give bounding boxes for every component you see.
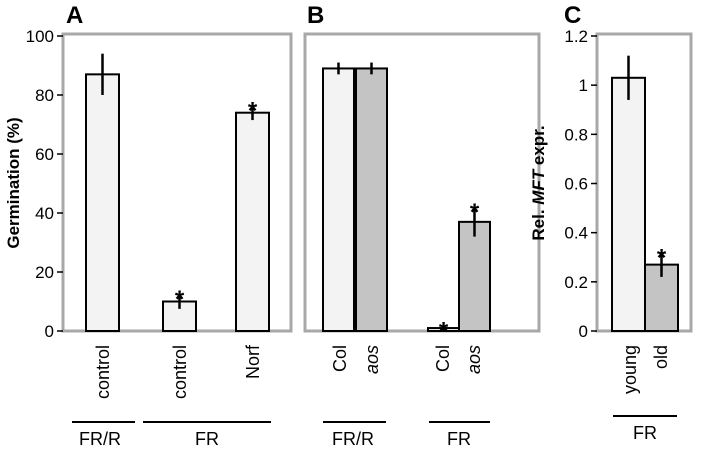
bar bbox=[611, 76, 646, 332]
y-tick-label: 0 bbox=[45, 322, 54, 341]
group-label: FR bbox=[633, 423, 657, 443]
y-tick-label: 0.2 bbox=[564, 273, 588, 292]
bar bbox=[85, 73, 120, 332]
significance-star: * bbox=[439, 318, 449, 345]
y-tick-label: 0.4 bbox=[564, 224, 588, 243]
y-tick-label: 1 bbox=[579, 76, 588, 95]
y-tick-label: 40 bbox=[35, 204, 54, 223]
panel-a: A Germination (%) 0 20 40 60 80 100 control * c… bbox=[4, 2, 293, 449]
category-label: Col bbox=[433, 345, 453, 372]
bar bbox=[355, 67, 388, 332]
panel-b-letter: B bbox=[307, 2, 324, 29]
group-label: FR/R bbox=[332, 429, 374, 449]
significance-star: * bbox=[175, 286, 185, 313]
significance-star: * bbox=[470, 199, 480, 226]
significance-star: * bbox=[248, 97, 258, 124]
category-label: old bbox=[651, 345, 671, 369]
panel-c-letter: C bbox=[564, 2, 581, 29]
y-tick-label: 100 bbox=[26, 27, 54, 46]
y-tick-label: 0 bbox=[579, 322, 588, 341]
panel-b-frame bbox=[303, 32, 541, 333]
category-label: Col bbox=[330, 345, 350, 372]
category-label: aos bbox=[362, 345, 382, 374]
group-label: FR/R bbox=[79, 429, 121, 449]
bar bbox=[322, 67, 355, 332]
panel-a-y-axis-label: Germination (%) bbox=[4, 117, 23, 248]
y-tick-label: 20 bbox=[35, 263, 54, 282]
y-tick-label: 0.6 bbox=[564, 175, 588, 194]
group-label: FR bbox=[447, 429, 471, 449]
bar bbox=[458, 220, 491, 333]
y-tick-label: 1.2 bbox=[564, 27, 588, 46]
bar bbox=[235, 111, 270, 332]
group-label: FR bbox=[195, 429, 219, 449]
y-tick-label: 80 bbox=[35, 86, 54, 105]
significance-star: * bbox=[657, 244, 667, 271]
category-label: control bbox=[170, 345, 190, 399]
category-label: young bbox=[620, 345, 640, 394]
panel-c: C Rel. MFT expr. 0 0.2 0.4 0.6 0.8 1 1.2 young… bbox=[529, 2, 693, 443]
panel-c-y-axis-label: Rel. MFT expr. bbox=[529, 125, 548, 240]
panel-b: B Col aos*Col*aos FR/R FR bbox=[303, 2, 541, 449]
panel-a-letter: A bbox=[66, 2, 83, 29]
category-label: control bbox=[93, 345, 113, 399]
category-label: aos bbox=[464, 345, 484, 374]
y-tick-label: 60 bbox=[35, 145, 54, 164]
y-tick-label: 0.8 bbox=[564, 125, 588, 144]
category-label: Norf bbox=[243, 344, 263, 379]
